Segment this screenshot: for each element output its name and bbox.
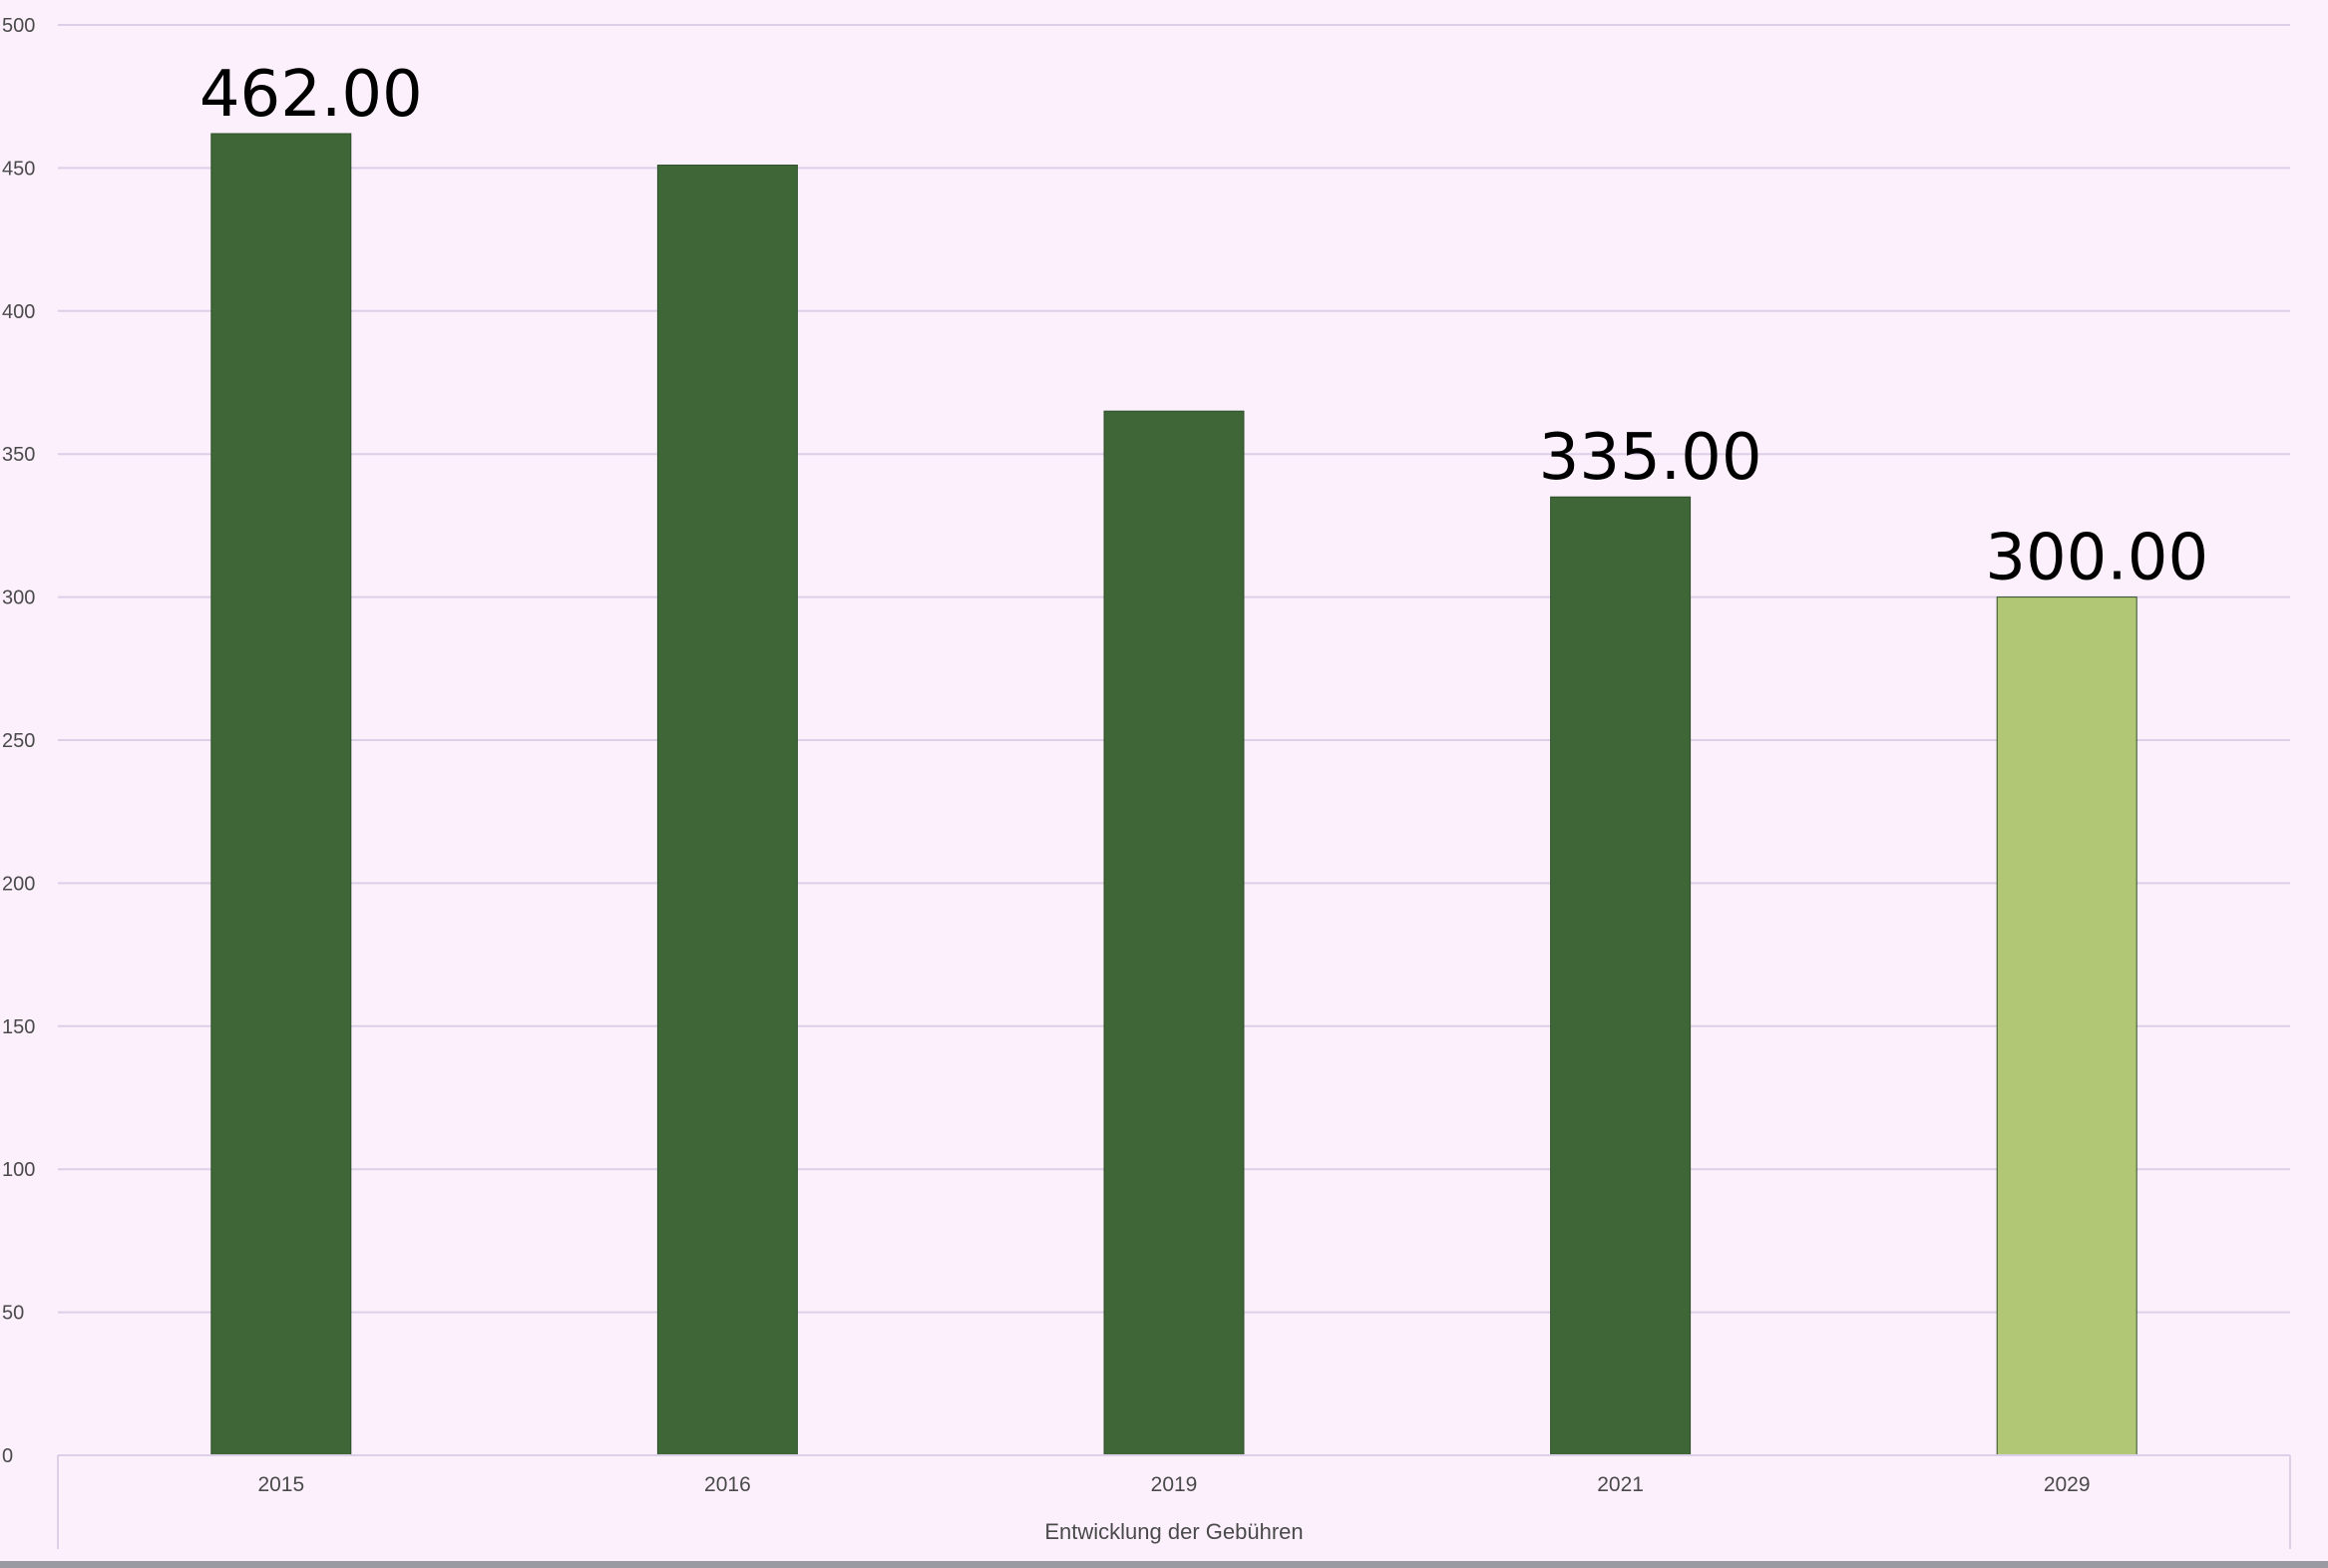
y-tick-label: 0 (2, 1445, 13, 1467)
x-tick-label: 2029 (2044, 1473, 2091, 1496)
axis-frame (57, 1454, 2291, 1549)
bar-2021 (1550, 496, 1692, 1456)
bar-2019 (1103, 410, 1245, 1456)
y-tick-label: 350 (2, 444, 35, 466)
x-tick-label: 2021 (1597, 1473, 1644, 1496)
x-axis-title: Entwicklung der Gebühren (1044, 1519, 1303, 1544)
y-tick-label: 150 (2, 1016, 35, 1038)
data-labels: 462.00 335.00 300.00 (199, 58, 2208, 595)
y-tick-label: 200 (2, 873, 35, 895)
bar-2015 (210, 133, 352, 1456)
y-tick-label: 300 (2, 588, 35, 609)
y-tick-label: 400 (2, 301, 35, 323)
x-tick-label: 2015 (257, 1473, 304, 1496)
data-label-2029: 300.00 (1985, 522, 2208, 595)
bar-2016 (656, 165, 798, 1456)
x-axis-categories: 2015 2016 2019 2021 2029 (257, 1473, 2090, 1496)
y-tick-label: 450 (2, 158, 35, 180)
bar-2029 (1996, 596, 2137, 1456)
y-axis-ticks: 0 50 100 150 200 250 300 350 400 450 500 (2, 15, 35, 1467)
category-axis-frame (57, 1454, 2291, 1549)
window-bottom-edge (0, 1561, 2328, 1568)
x-tick-label: 2016 (704, 1473, 751, 1496)
y-tick-label: 50 (2, 1303, 24, 1325)
data-label-2021: 335.00 (1539, 421, 1762, 495)
x-tick-label: 2019 (1151, 1473, 1198, 1496)
y-tick-label: 100 (2, 1159, 35, 1181)
data-label-2015: 462.00 (199, 58, 423, 132)
y-tick-label: 500 (2, 15, 35, 37)
y-tick-label: 250 (2, 730, 35, 752)
bars (210, 133, 2137, 1456)
